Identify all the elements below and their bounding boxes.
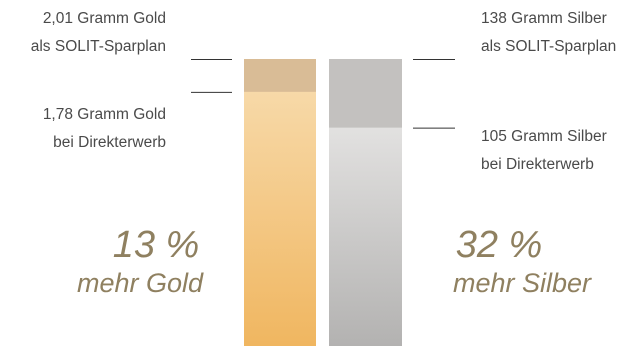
gold-percent-callout: 13 % mehr Gold: [40, 224, 240, 300]
silver-direkt-line-2: bei Direkterwerb: [481, 156, 594, 173]
bar-gold-direkt: [244, 91, 316, 346]
silver-percent-caption: mehr Silber: [452, 268, 592, 298]
gold-direkt-line-2: bei Direkterwerb: [53, 134, 166, 151]
silver-sparplan-line-2: als SOLIT-Sparplan: [481, 38, 617, 55]
gold-sparplan-label: 2,01 Gramm Gold als SOLIT-Sparplan: [0, 5, 166, 61]
gold-direkt-line-1: 1,78 Gramm Gold: [42, 106, 166, 123]
silver-percent-value: 32 %: [455, 224, 543, 266]
silver-percent-callout: 32 % mehr Silber: [422, 224, 622, 300]
silver-sparplan-label: 138 Gramm Silber als SOLIT-Sparplan: [481, 5, 640, 61]
gold-sparplan-line-1: 2,01 Gramm Gold: [42, 10, 166, 27]
gold-sparplan-line-2: als SOLIT-Sparplan: [30, 38, 166, 55]
gold-percent-caption: mehr Gold: [76, 268, 204, 298]
silver-direkt-label: 105 Gramm Silber bei Direkterwerb: [481, 123, 640, 179]
gold-percent-value: 13 %: [112, 224, 200, 266]
silver-direkt-line-1: 105 Gramm Silber: [481, 128, 607, 145]
silver-sparplan-line-1: 138 Gramm Silber: [481, 10, 607, 27]
bar-silber-direkt: [329, 127, 402, 346]
gold-direkt-label: 1,78 Gramm Gold bei Direkterwerb: [0, 101, 166, 157]
